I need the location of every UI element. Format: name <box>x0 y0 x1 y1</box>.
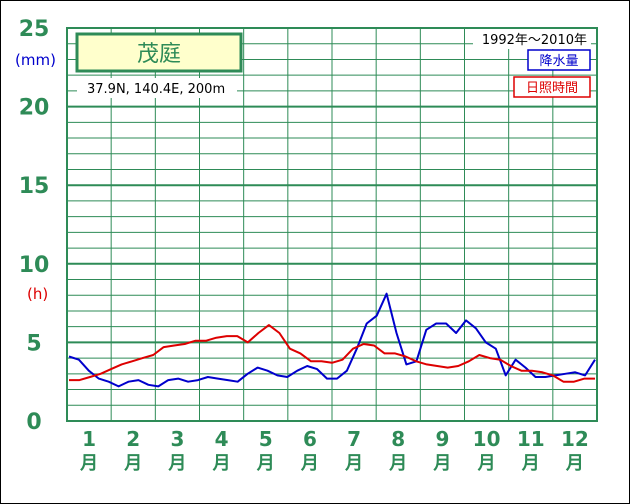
legend-precip-label: 降水量 <box>539 54 578 69</box>
plot-border <box>66 27 598 422</box>
y-tick-labels: 0 5 10 15 20 25 <box>19 17 50 435</box>
series-line-precipitation <box>68 292 596 388</box>
month-number-label: 10 <box>473 427 501 451</box>
month-number-label: 3 <box>170 427 184 451</box>
month-kanji-label: 月 <box>565 453 584 474</box>
month-kanji-label: 月 <box>521 453 540 474</box>
month-number-label: 8 <box>391 427 405 451</box>
y-tick-label: 0 <box>26 410 41 435</box>
month-kanji-label: 月 <box>167 453 186 474</box>
month-kanji-label: 月 <box>300 453 319 474</box>
series-lines <box>68 292 596 388</box>
month-kanji-label: 月 <box>344 453 363 474</box>
grid <box>67 28 597 421</box>
coords-box <box>77 78 237 98</box>
y-tick-label: 10 <box>19 253 50 278</box>
y-tick-label: 25 <box>19 17 50 42</box>
month-kanji-label: 月 <box>432 453 451 474</box>
month-number-label: 4 <box>215 427 229 451</box>
month-kanji-label: 月 <box>79 453 98 474</box>
y-right-unit: (h) <box>27 285 48 303</box>
month-kanji-label: 月 <box>123 453 142 474</box>
y-tick-label: 5 <box>26 331 41 356</box>
month-number-label: 11 <box>517 427 545 451</box>
station-name: 茂庭 <box>137 42 181 67</box>
y-tick-label: 20 <box>19 96 50 121</box>
month-kanji-label: 月 <box>477 453 496 474</box>
legend-sunshine-box <box>513 76 591 98</box>
legend-precip-box <box>527 49 591 71</box>
station-coords: 37.9N, 140.4E, 200m <box>87 82 225 97</box>
month-kanji-label: 月 <box>212 453 231 474</box>
month-number-label: 12 <box>561 427 589 451</box>
month-kanji-label: 月 <box>256 453 275 474</box>
month-number-label: 2 <box>126 427 140 451</box>
series-line-sunshine <box>69 324 595 383</box>
y-tick-label: 15 <box>19 174 50 199</box>
y-left-unit: (mm) <box>15 51 56 69</box>
month-number-label: 7 <box>347 427 361 451</box>
month-number-label: 6 <box>303 427 317 451</box>
legend-sunshine-label: 日照時間 <box>526 81 578 96</box>
period-box <box>473 29 591 49</box>
month-number-label: 1 <box>82 427 96 451</box>
station-box <box>75 32 243 73</box>
month-kanji-label: 月 <box>388 453 407 474</box>
period-label: 1992年〜2010年 <box>482 33 587 48</box>
month-number-label: 5 <box>259 427 273 451</box>
month-number-label: 9 <box>435 427 449 451</box>
